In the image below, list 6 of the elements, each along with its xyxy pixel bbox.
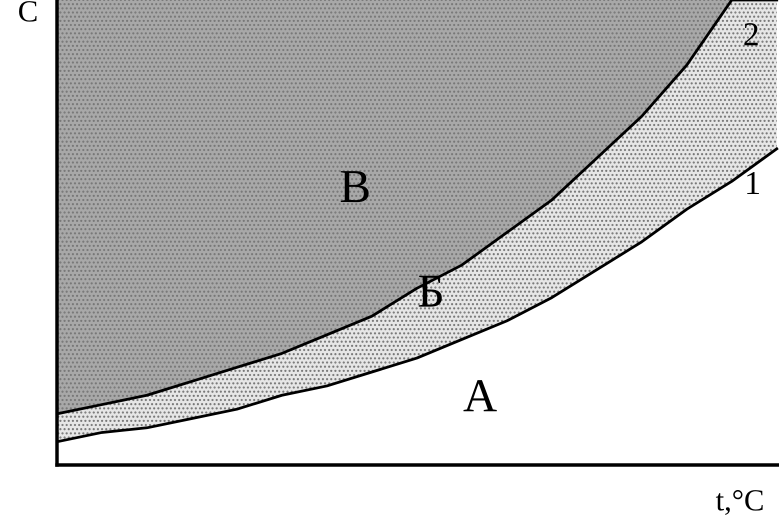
series-label: В	[340, 171, 369, 202]
annotation: 1	[747, 172, 759, 194]
y-axis-title: C	[19, 1, 37, 22]
series-label: А	[464, 380, 497, 412]
annotation: 2	[744, 23, 758, 46]
x-axis-title: t,°C	[716, 490, 763, 516]
